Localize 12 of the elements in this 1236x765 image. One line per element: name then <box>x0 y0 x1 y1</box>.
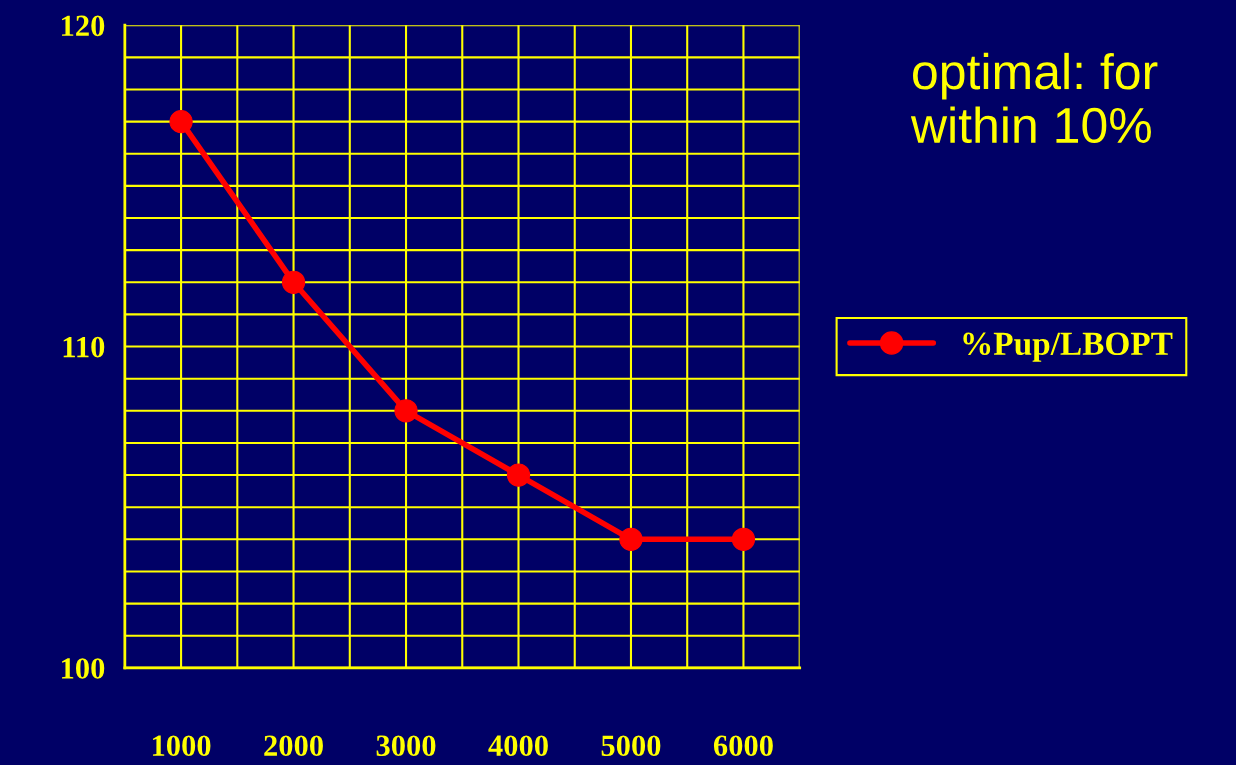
x-tick-label: 6000 <box>713 735 773 757</box>
legend-label: %Pup/LBOPT <box>963 332 1173 362</box>
x-tick-label: 1000 <box>152 735 211 757</box>
x-tick-label: 2000 <box>264 735 323 757</box>
x-tick-label: 3000 <box>376 735 436 757</box>
x-tick-label: 4000 <box>488 735 548 757</box>
y-tick-label: 110 <box>63 336 105 358</box>
text: within 10% <box>910 106 1151 144</box>
text: optimal: for <box>913 52 1158 100</box>
y-tick-label: 100 <box>62 658 105 679</box>
x-tick-label: 5000 <box>601 735 661 757</box>
y-tick-label: 120 <box>62 15 105 37</box>
